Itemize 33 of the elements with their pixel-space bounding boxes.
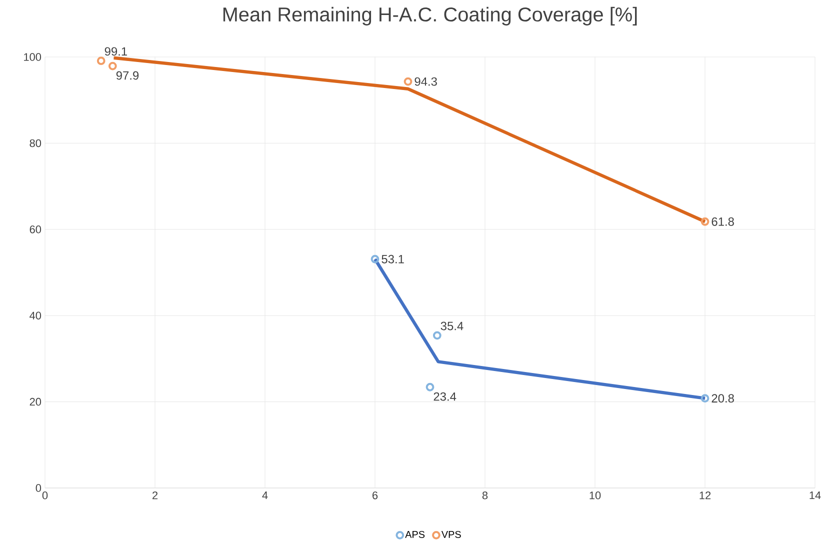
point <box>432 331 442 340</box>
data-label: 97.9 <box>116 71 139 80</box>
point <box>108 62 117 70</box>
x-tick-label: 12 <box>700 492 711 500</box>
data-label: 61.8 <box>712 217 734 226</box>
x-tick-label: 14 <box>810 492 821 500</box>
y-tick-label: 40 <box>30 312 42 320</box>
point <box>700 217 710 226</box>
point <box>426 382 434 392</box>
x-tick-label: 6 <box>372 492 378 500</box>
y-tick-label: 60 <box>30 226 42 234</box>
y-tick-label: 0 <box>36 484 42 492</box>
x-tick-label: 2 <box>152 492 158 500</box>
data-label: 53.1 <box>382 254 404 264</box>
data-label: 23.4 <box>434 392 456 401</box>
point <box>96 56 106 66</box>
x-tick-label: 8 <box>482 492 488 500</box>
x-tick-label: 4 <box>262 492 268 500</box>
legend-label: APS <box>405 530 425 538</box>
y-tick-label: 80 <box>30 139 42 148</box>
chart-title: Mean Remaining H-A.C. Coating Coverage [%] <box>223 6 637 26</box>
point <box>370 254 380 264</box>
data-label: 99.1 <box>104 47 127 56</box>
point <box>700 394 710 403</box>
data-label: 94.3 <box>414 77 437 86</box>
y-tick-label: 20 <box>30 398 42 406</box>
legend-label: VPS <box>441 530 461 538</box>
x-tick-label: 0 <box>42 492 48 500</box>
data-label: 20.8 <box>712 394 734 403</box>
data-label: 35.4 <box>440 322 464 330</box>
x-tick-label: 10 <box>590 492 601 500</box>
y-tick-label: 100 <box>24 53 42 61</box>
point <box>404 77 412 86</box>
